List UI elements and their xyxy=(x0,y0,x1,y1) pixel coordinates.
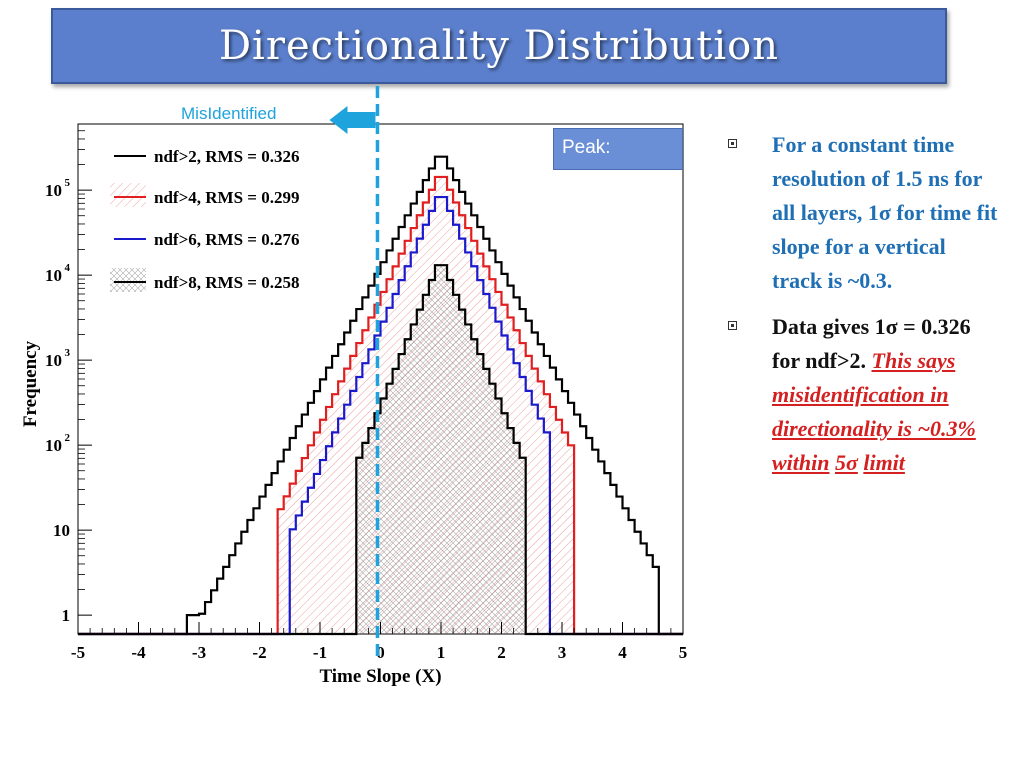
legend-label: ndf>4, RMS = 0.299 xyxy=(154,188,299,207)
bullet-text-1: For a constant time resolution of 1.5 ns… xyxy=(772,132,998,293)
y-tick-label: 1 xyxy=(62,606,71,625)
x-tick-label: -4 xyxy=(131,643,146,662)
legend-label: ndf>6, RMS = 0.276 xyxy=(154,230,299,249)
x-tick-label: -2 xyxy=(252,643,266,662)
peak-box-text: Peak: xyxy=(562,137,611,158)
y-tick-label: 10 xyxy=(45,351,62,370)
left-arrow-icon xyxy=(329,106,376,134)
misidentified-label: MisIdentified xyxy=(181,104,277,123)
legend-label: ndf>8, RMS = 0.258 xyxy=(154,273,299,292)
x-tick-label: 4 xyxy=(618,643,627,662)
bullet-marker-icon xyxy=(728,321,737,330)
slide-title-bar: Directionality Distribution xyxy=(51,8,947,84)
x-tick-label: 1 xyxy=(437,643,446,662)
y-tick-exponent: 3 xyxy=(65,347,71,359)
y-tick-label: 10 xyxy=(45,266,62,285)
legend-swatch-hatch xyxy=(110,268,146,292)
y-tick-exponent: 2 xyxy=(65,432,71,444)
y-tick-label: 10 xyxy=(53,521,70,540)
bullet-text-2: Data gives 1σ = 0.326 for ndf>2. xyxy=(772,314,971,373)
series-hatch-3 xyxy=(78,265,683,634)
bullet-text-2-limit: limit xyxy=(863,450,905,475)
bullet-text-2-red: This says misidentification in direction… xyxy=(772,348,976,475)
bullet-text-2-sigma: 5σ xyxy=(834,450,858,475)
y-tick-exponent: 4 xyxy=(65,262,71,274)
legend-swatch-hatch xyxy=(110,183,146,207)
legend-label: ndf>2, RMS = 0.326 xyxy=(154,147,299,166)
x-axis-title: Time Slope (X) xyxy=(319,666,441,687)
series-line-3 xyxy=(78,264,683,636)
x-tick-label: 3 xyxy=(558,643,567,662)
x-tick-label: 5 xyxy=(679,643,688,662)
x-tick-label: 0 xyxy=(376,643,385,662)
y-tick-exponent: 5 xyxy=(65,177,71,189)
y-tick-label: 10 xyxy=(45,436,62,455)
bullet-list: For a constant time resolution of 1.5 ns… xyxy=(728,128,1000,492)
bullet-item-2: Data gives 1σ = 0.326 for ndf>2. This sa… xyxy=(728,310,1000,480)
x-tick-label: -3 xyxy=(192,643,206,662)
peak-box: Peak: xyxy=(553,128,683,170)
x-tick-label: -1 xyxy=(313,643,327,662)
y-axis-title: Frequency xyxy=(20,340,41,427)
bullet-marker-icon xyxy=(728,139,737,148)
bullet-item-1: For a constant time resolution of 1.5 ns… xyxy=(728,128,1000,298)
series-line-0 xyxy=(78,155,683,636)
x-tick-label: -5 xyxy=(71,643,85,662)
slide-title: Directionality Distribution xyxy=(218,23,780,69)
y-tick-label: 10 xyxy=(45,181,62,200)
x-tick-label: 2 xyxy=(497,643,506,662)
